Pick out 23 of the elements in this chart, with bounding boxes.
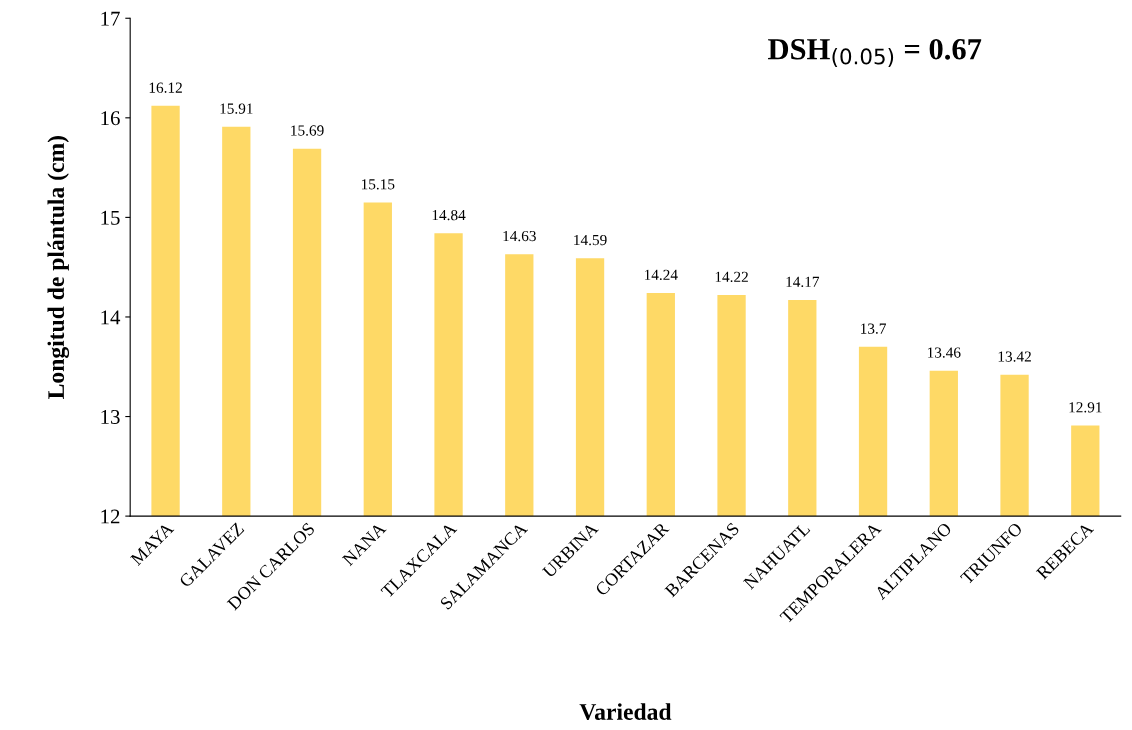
data-label: 15.91 [220,103,253,114]
data-label: 13.42 [998,351,1031,362]
data-label: 13.46 [927,347,961,358]
data-label: 12.91 [1069,402,1102,413]
data-label: 14.22 [715,271,748,283]
annotation: DSH$_{(0.05)}$ = 0.67 [768,38,982,68]
y-tick-label: 15 [101,210,120,225]
data-label: 14.17 [786,276,820,288]
data-label: 14.24 [644,269,678,281]
data-label: 14.84 [432,209,466,221]
y-tick-label: 17 [101,11,120,26]
y-tick-label: 13 [101,409,120,424]
data-label: 15.15 [361,179,395,190]
data-label: 15.69 [291,125,324,136]
data-label: 16.12 [149,82,182,93]
y-tick-label: 16 [101,111,120,126]
data-label: 13.7 [861,323,886,334]
y-tick-label: 14 [101,310,121,325]
y-axis-title: Longitud de plántula (cm) [47,136,70,399]
data-label: 14.59 [574,234,607,246]
x-axis-title: Variedad [579,703,672,721]
data-label: 14.63 [503,230,536,242]
y-tick-label: 12 [101,509,120,524]
